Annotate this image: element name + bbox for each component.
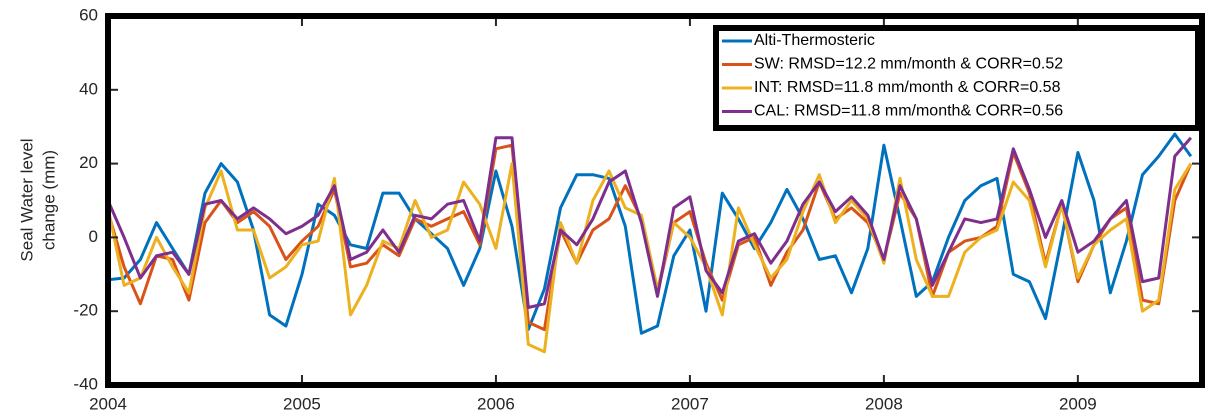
series-line [108,132,1193,335]
y-tick-label: -40 [73,374,98,393]
legend-label: SW: RMSD=12.2 mm/month & CORR=0.52 [754,56,1063,73]
series-line [108,136,1193,309]
x-tick-label: 2007 [671,394,709,413]
axes: -40 -20 0 20 40 60 2004 2005 2006 2007 2008 2009 [73,5,1205,413]
x-tick-label: 2006 [477,394,515,413]
legend-box [713,25,1201,131]
x-tick-label: 2008 [865,394,903,413]
legend: Alti-Thermosteric SW: RMSD=12.2 mm/month … [713,25,1201,131]
y-tick-label: 20 [79,153,98,172]
axes-frame [105,13,1205,388]
legend-label: Alti-Thermosteric [754,32,875,49]
y-tick-label: 0 [89,227,98,246]
legend-label: INT: RMSD=11.8 mm/month & CORR=0.58 [754,79,1061,96]
y-axis-label: Seal Water level [17,138,36,261]
y-tick-label: 60 [79,5,98,24]
x-tick-label: 2009 [1059,394,1097,413]
y-axis-label: change (mm) [39,150,58,250]
x-tick-label: 2005 [283,394,321,413]
y-tick-label: -20 [73,301,98,320]
plot-area [108,132,1193,354]
series-line [108,162,1193,354]
y-tick-label: 40 [79,79,98,98]
legend-label: CAL: RMSD=11.8 mm/month& CORR=0.56 [754,103,1063,120]
series-line [108,143,1193,332]
x-tick-label: 2004 [89,394,127,413]
